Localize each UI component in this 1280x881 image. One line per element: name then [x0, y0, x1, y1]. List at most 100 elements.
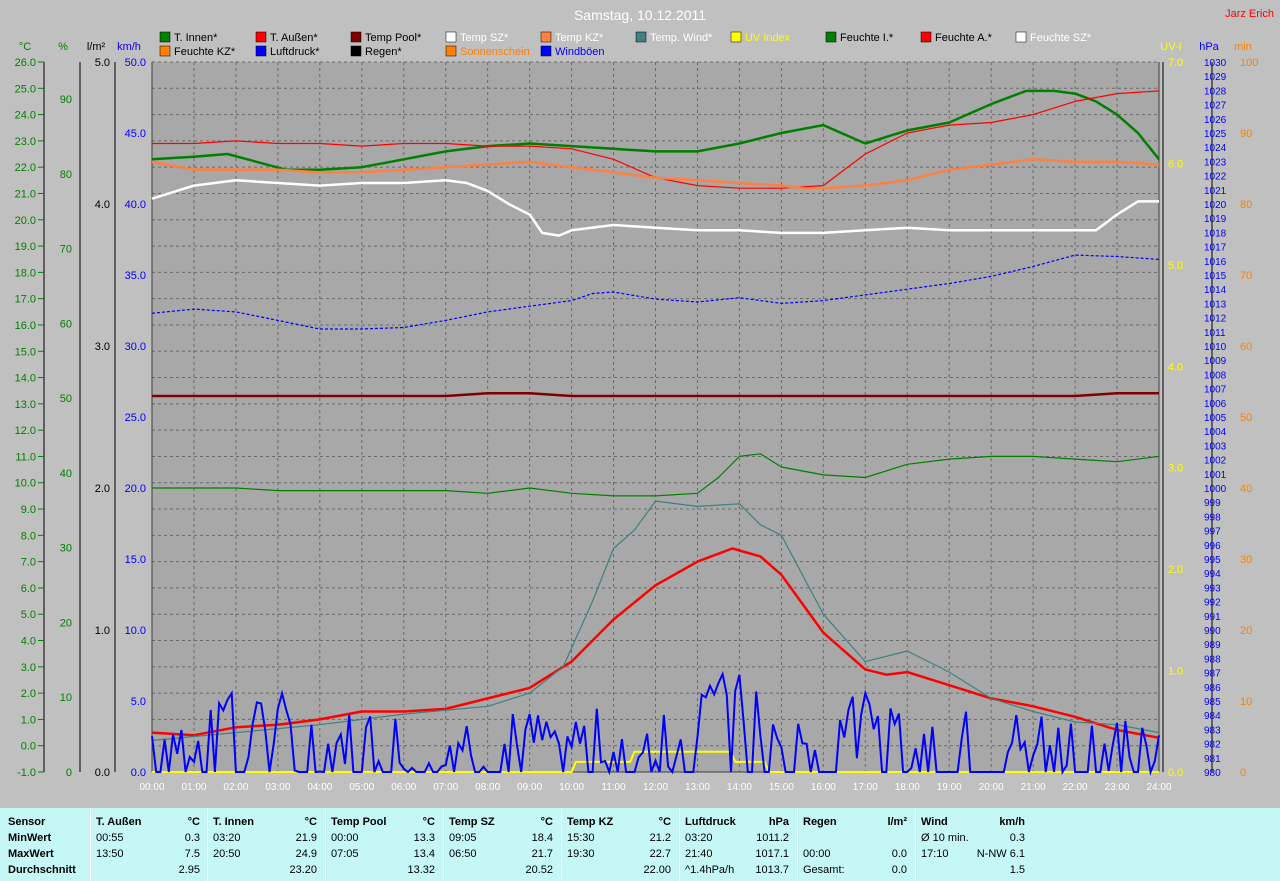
- uv-axis-unit: UV-I: [1160, 41, 1181, 53]
- series-feuchte-kz: [151, 158, 1160, 190]
- temp-tick-label: 26.0: [15, 57, 36, 69]
- summary-value: 1013.7: [755, 864, 789, 876]
- humidity-tick-label: 50: [60, 393, 72, 405]
- temp-tick-label: 6.0: [21, 583, 36, 595]
- pressure-tick-label: 1012: [1204, 314, 1227, 325]
- x-tick-label: 12:00: [643, 782, 668, 793]
- pressure-tick-label: 1023: [1204, 157, 1227, 168]
- wind-tick-label: 35.0: [125, 270, 146, 282]
- pressure-axis-unit: hPa: [1199, 41, 1219, 53]
- minutes-tick-label: 30: [1240, 554, 1252, 566]
- summary-col-name: Luftdruck: [685, 816, 736, 828]
- row-label-avg: Durchschnitt: [8, 864, 76, 876]
- pressure-tick-label: 1025: [1204, 129, 1227, 140]
- x-tick-label: 21:00: [1021, 782, 1046, 793]
- legend-label: Sonnenschein: [460, 46, 530, 58]
- summary-value: 22.7: [649, 848, 671, 860]
- summary-col-unit: °C: [658, 816, 671, 828]
- wind-tick-label: 50.0: [125, 57, 146, 69]
- wind-tick-label: 20.0: [125, 483, 146, 495]
- rain-axis-unit: l/m²: [87, 41, 106, 53]
- summary-value: N-NW 6.1: [976, 848, 1025, 860]
- summary-column: Temp Pool °C 00:00 13.3 07:05 13.4 13.32: [325, 808, 439, 881]
- wind-tick-label: 10.0: [125, 625, 146, 637]
- chart-title: Samstag, 10.12.2011: [574, 7, 706, 23]
- pressure-tick-label: 998: [1204, 512, 1221, 523]
- legend-label: Windböen: [555, 46, 605, 58]
- x-tick-label: 17:00: [853, 782, 878, 793]
- summary-column: Wind km/h Ø 10 min. 0.3 17:10 N-NW 6.1 1.5: [915, 808, 1029, 881]
- temp-tick-label: -1.0: [17, 767, 36, 779]
- temp-tick-label: 21.0: [15, 188, 36, 200]
- humidity-tick-label: 60: [60, 318, 72, 330]
- series-windboeen: [151, 670, 1160, 776]
- legend-label: Temp SZ*: [460, 32, 509, 44]
- legend-label: UV Index: [745, 32, 791, 44]
- wind-tick-label: 40.0: [125, 199, 146, 211]
- pressure-tick-label: 1002: [1204, 456, 1227, 467]
- summary-time: 00:00: [331, 832, 359, 844]
- uv-tick-label: 3.0: [1168, 463, 1183, 475]
- temp-axis-unit: °C: [19, 41, 31, 53]
- temp-tick-label: 3.0: [21, 662, 36, 674]
- legend-swatch: [445, 31, 457, 43]
- legend-swatch: [350, 31, 362, 43]
- legend-swatch: [825, 31, 837, 43]
- pressure-tick-label: 982: [1204, 740, 1221, 751]
- x-tick-label: 07:00: [433, 782, 458, 793]
- legend-label: Temp KZ*: [555, 32, 604, 44]
- legend-swatch: [255, 31, 267, 43]
- pressure-tick-label: 984: [1204, 711, 1221, 722]
- sensor-header: Sensor: [8, 816, 46, 828]
- temp-tick-label: 25.0: [15, 83, 36, 95]
- x-tick-label: 04:00: [307, 782, 332, 793]
- uv-tick-label: 7.0: [1168, 57, 1183, 69]
- pressure-tick-label: 1003: [1204, 441, 1227, 452]
- rain-tick-label: 2.0: [95, 483, 110, 495]
- pressure-tick-label: 1028: [1204, 86, 1227, 97]
- x-tick-label: 11:00: [601, 782, 626, 793]
- x-tick-label: 24:00: [1146, 782, 1171, 793]
- summary-time: 00:00: [803, 848, 831, 860]
- pressure-tick-label: 985: [1204, 697, 1221, 708]
- pressure-tick-label: 980: [1204, 768, 1221, 779]
- summary-value: 1017.1: [755, 848, 789, 860]
- pressure-tick-label: 1020: [1204, 200, 1227, 211]
- x-tick-label: 02:00: [223, 782, 248, 793]
- x-tick-label: 22:00: [1063, 782, 1088, 793]
- legend-label: T. Außen*: [270, 32, 318, 44]
- legend-swatch: [159, 45, 171, 57]
- pressure-tick-label: 1000: [1204, 484, 1227, 495]
- temp-tick-label: 4.0: [21, 636, 36, 648]
- legend-swatch: [920, 31, 932, 43]
- summary-value: 23.20: [289, 864, 317, 876]
- legend-label: Regen*: [365, 46, 402, 58]
- summary-value: 1011.2: [756, 832, 789, 844]
- pressure-tick-label: 1006: [1204, 399, 1227, 410]
- summary-col-unit: °C: [540, 816, 553, 828]
- temp-tick-label: 12.0: [15, 425, 36, 437]
- rain-tick-label: 0.0: [95, 767, 110, 779]
- row-label-min: MinWert: [8, 832, 52, 844]
- humidity-tick-label: 0: [66, 767, 72, 779]
- pressure-tick-label: 1005: [1204, 413, 1227, 424]
- humidity-tick-label: 10: [60, 692, 72, 704]
- summary-col-unit: km/h: [999, 816, 1025, 828]
- minutes-tick-label: 70: [1240, 270, 1252, 282]
- summary-col-name: T. Innen: [213, 816, 254, 828]
- humidity-tick-label: 90: [60, 94, 72, 106]
- pressure-tick-label: 1017: [1204, 243, 1227, 254]
- legend-swatch: [350, 45, 362, 57]
- wind-tick-label: 15.0: [125, 554, 146, 566]
- temp-tick-label: 10.0: [15, 478, 36, 490]
- pressure-tick-label: 981: [1204, 754, 1221, 765]
- legend-swatch: [540, 31, 552, 43]
- temp-tick-label: 2.0: [21, 688, 36, 700]
- temp-tick-label: 11.0: [15, 451, 36, 463]
- x-tick-label: 16:00: [811, 782, 836, 793]
- pressure-tick-label: 989: [1204, 640, 1221, 651]
- minutes-tick-label: 10: [1240, 696, 1252, 708]
- pressure-tick-label: 1026: [1204, 115, 1227, 126]
- pressure-tick-label: 993: [1204, 583, 1221, 594]
- uv-tick-label: 5.0: [1168, 260, 1183, 272]
